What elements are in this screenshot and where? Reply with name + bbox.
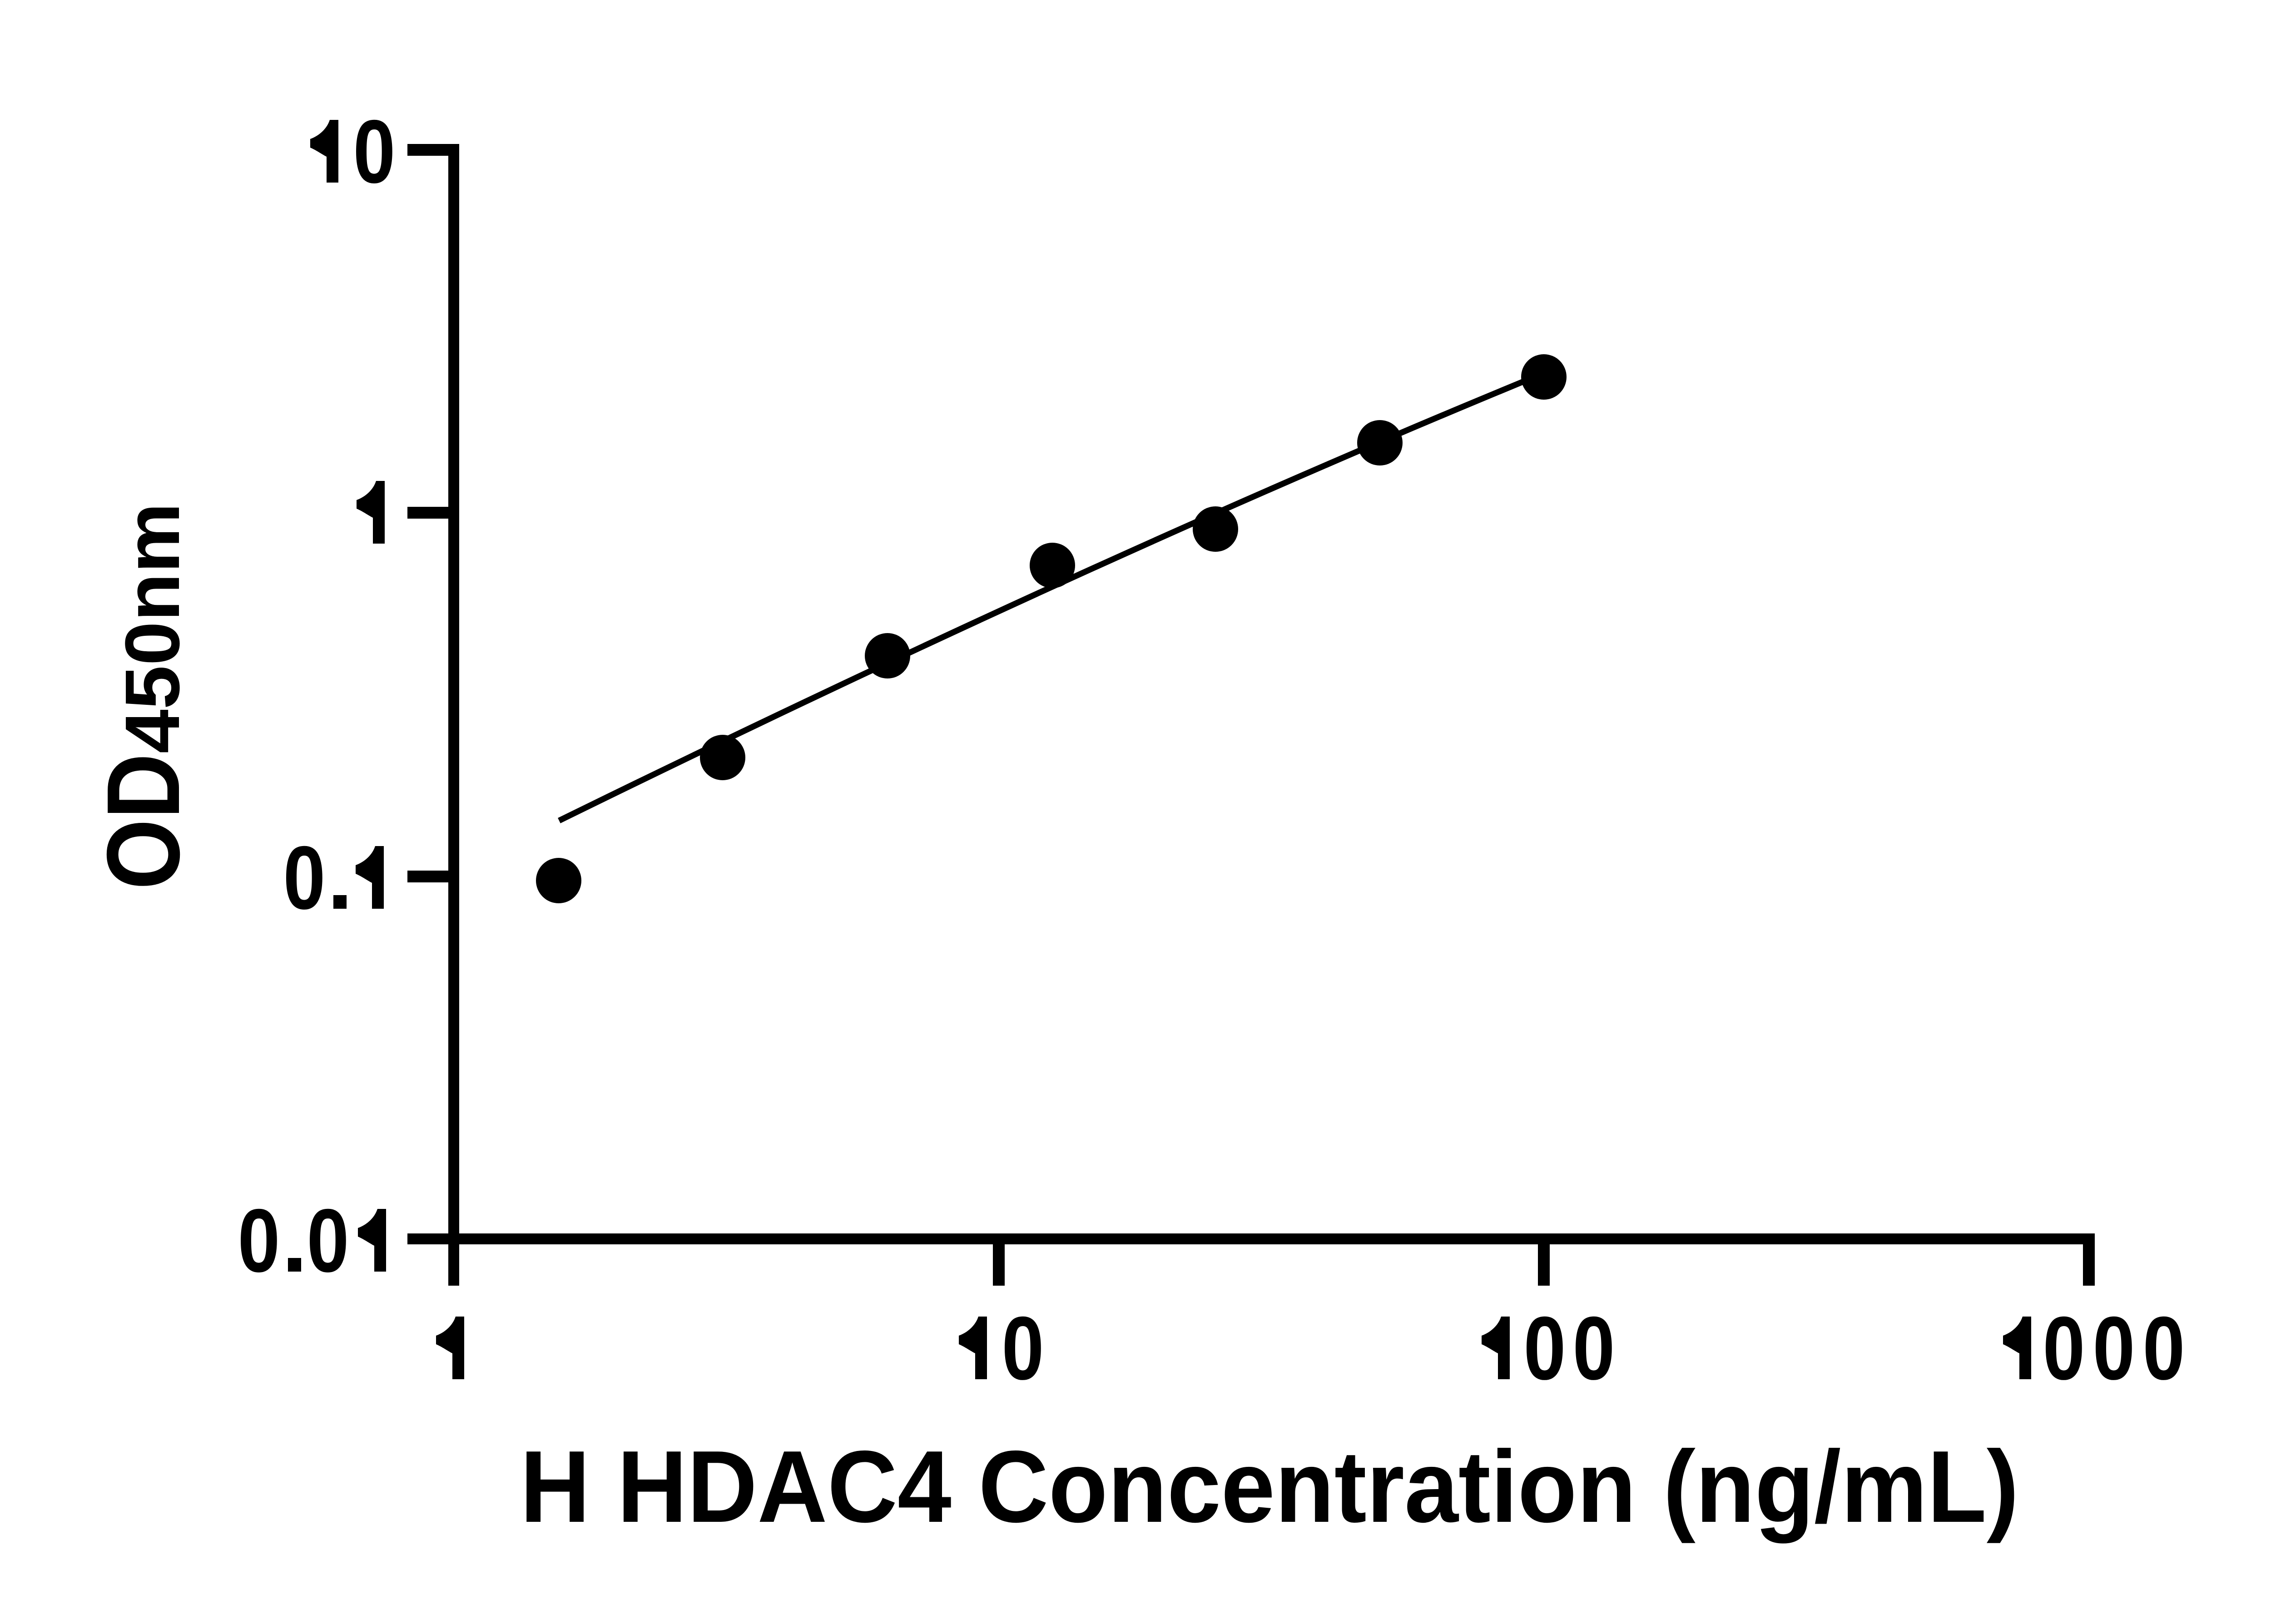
svg-text:H HDAC4 Concentration (ng/mL): H HDAC4 Concentration (ng/mL) [520, 1429, 2019, 1544]
svg-text:OD450nm: OD450nm [86, 503, 201, 890]
